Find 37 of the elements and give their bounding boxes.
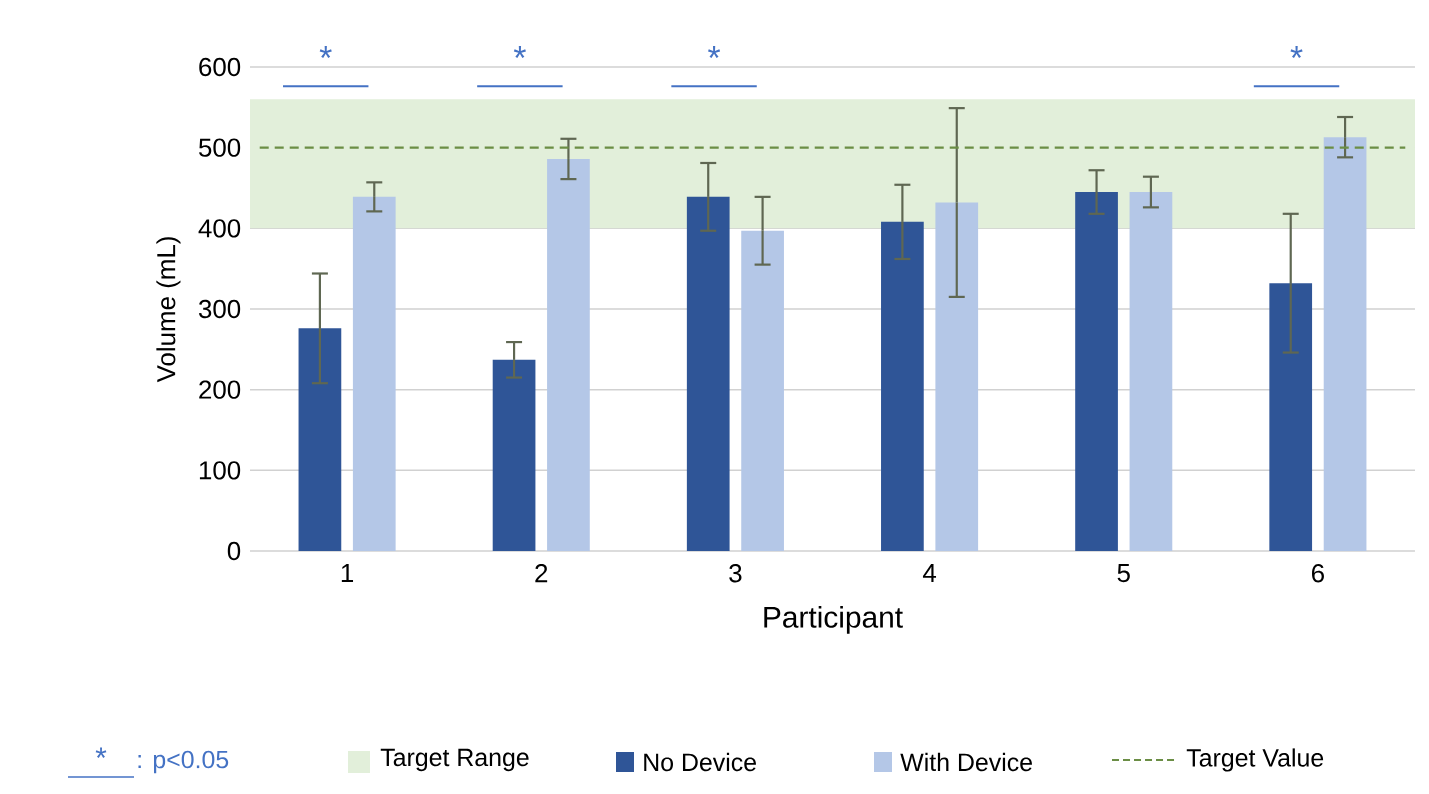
text: * — [708, 46, 721, 58]
bar — [352, 196, 396, 551]
x-tick-label: 1 — [341, 564, 354, 582]
bar — [1269, 283, 1313, 551]
x-axis-title: Participant — [764, 605, 903, 634]
bar — [881, 221, 924, 551]
bar — [1129, 192, 1173, 551]
legend-label: With Device — [900, 752, 1032, 772]
y-tick-label: 0 — [227, 541, 241, 561]
bar — [492, 359, 536, 551]
x-tick-label: 3 — [729, 564, 742, 583]
x-tick-label: 5 — [1117, 564, 1130, 583]
text: * — [95, 747, 107, 758]
bar — [547, 158, 590, 551]
y-tick-label: 200 — [199, 380, 241, 399]
y-axis-title: Volume (mL) — [156, 237, 181, 383]
x-tick-label: 6 — [1312, 564, 1324, 583]
x-tick-label: 4 — [922, 564, 937, 582]
y-tick-label: 300 — [198, 299, 241, 319]
legend-label: Target Range — [380, 748, 529, 772]
text: : p<0.05 — [138, 750, 229, 774]
bar — [1323, 137, 1367, 551]
text: * — [513, 46, 526, 58]
legend-label: No Device — [644, 752, 756, 772]
bar — [741, 230, 784, 551]
text: * — [319, 46, 332, 58]
y-tick-label: 100 — [199, 461, 241, 480]
bar — [298, 328, 342, 551]
bar — [1075, 192, 1118, 551]
bar — [686, 196, 730, 551]
bar — [935, 202, 979, 551]
y-tick-label: 500 — [198, 138, 241, 157]
legend-label: Target Value — [1186, 748, 1324, 772]
y-tick-label: 600 — [199, 57, 241, 77]
x-tick-label: 2 — [535, 564, 548, 583]
y-tick-label: 400 — [198, 219, 241, 238]
text: * — [1290, 46, 1303, 58]
